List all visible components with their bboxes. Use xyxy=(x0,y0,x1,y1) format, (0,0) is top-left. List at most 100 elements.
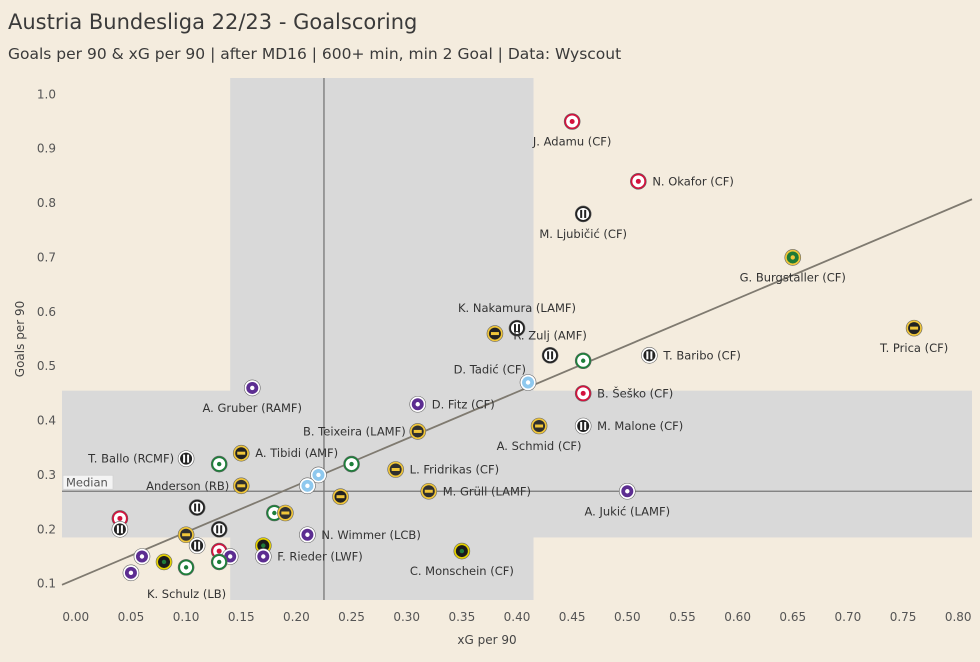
y-tick-label: 0.3 xyxy=(37,468,56,482)
y-tick-label: 0.6 xyxy=(37,305,56,319)
y-tick-label: 0.5 xyxy=(37,359,56,373)
badge-sun xyxy=(117,515,123,521)
point-label: A. Tibidi (AMF) xyxy=(255,446,338,460)
club-badge-marker xyxy=(563,113,581,130)
badge-fill xyxy=(577,420,590,432)
point-label: A. Gruber (RAMF) xyxy=(202,401,302,415)
x-tick-label: 0.70 xyxy=(835,610,862,624)
badge-center xyxy=(161,559,167,565)
club-badge-marker xyxy=(277,504,294,522)
point-label: D. Tadić (CF) xyxy=(454,363,526,377)
x-tick-label: 0.10 xyxy=(173,610,200,624)
point-label: M. Ljubičić (CF) xyxy=(539,227,627,241)
club-badge-marker xyxy=(519,374,537,391)
badge-center xyxy=(216,461,222,467)
club-badge-marker xyxy=(155,553,173,571)
club-badge-marker xyxy=(630,173,647,190)
point-label: L. Fridrikas (CF) xyxy=(410,463,499,477)
x-tick-label: 0.25 xyxy=(338,610,365,624)
club-badge-marker xyxy=(133,548,151,565)
club-badge-marker xyxy=(310,466,327,484)
club-badge-marker xyxy=(188,537,206,554)
badge-stripe xyxy=(116,525,119,534)
badge-stripe xyxy=(547,351,550,360)
y-tick-label: 0.8 xyxy=(37,196,56,210)
badge-fill xyxy=(577,207,590,220)
club-badge-marker xyxy=(210,455,228,473)
club-badge-marker xyxy=(508,319,526,337)
badge-stripe xyxy=(194,503,197,512)
y-tick-label: 0.9 xyxy=(37,142,56,156)
badge-fill xyxy=(191,539,204,552)
badge-stripe xyxy=(580,422,583,430)
point-label: C. Monschein (CF) xyxy=(410,564,514,578)
badge-fill xyxy=(113,523,126,536)
point-label: B. Šeško (CF) xyxy=(597,385,673,400)
club-badge-marker xyxy=(541,347,559,364)
club-badge-marker xyxy=(387,461,404,478)
badge-band xyxy=(413,429,422,433)
badge-stripe xyxy=(584,209,587,218)
club-badge-marker xyxy=(784,249,802,266)
badge-stripe xyxy=(183,454,186,463)
badge-stripe xyxy=(194,541,197,550)
point-label: T. Prica (CF) xyxy=(879,341,948,355)
y-tick-label: 0.7 xyxy=(37,250,56,264)
y-tick-label: 0.4 xyxy=(37,414,56,428)
badge-center xyxy=(261,554,266,559)
club-badge-marker xyxy=(243,379,261,397)
x-tick-label: 0.20 xyxy=(283,610,310,624)
club-badge-marker xyxy=(905,319,923,337)
club-badge-marker xyxy=(574,417,592,435)
badge-stripe xyxy=(518,324,520,333)
badge-sun xyxy=(580,390,586,396)
points-layer xyxy=(111,113,923,582)
badge-stripe xyxy=(120,525,123,534)
badge-band xyxy=(237,484,246,488)
badge-center xyxy=(228,554,233,559)
badge-center xyxy=(183,565,189,570)
badge-band xyxy=(182,533,191,537)
club-badge-marker xyxy=(574,385,592,402)
club-badge-marker xyxy=(255,548,272,565)
x-tick-label: 0.60 xyxy=(724,610,751,624)
point-label: N. Okafor (CF) xyxy=(652,174,734,188)
badge-band xyxy=(281,511,290,515)
point-label: K. Schulz (LB) xyxy=(147,587,226,601)
badge-fill xyxy=(180,452,193,465)
point-label: T. Baribo (CF) xyxy=(662,348,740,362)
club-badge-marker xyxy=(210,553,228,571)
badge-sun xyxy=(635,178,641,184)
badge-center xyxy=(316,472,321,478)
y-axis-title: Goals per 90 xyxy=(13,301,27,377)
x-axis-title: xG per 90 xyxy=(457,633,516,647)
point-label: B. Teixeira (LAMF) xyxy=(303,424,406,438)
club-badge-marker xyxy=(332,488,349,505)
badge-center xyxy=(305,532,310,537)
badge-center xyxy=(790,255,795,260)
club-badge-marker xyxy=(299,526,316,544)
badge-stripe xyxy=(650,351,653,360)
point-label: T. Ballo (RCMF) xyxy=(87,452,174,466)
badge-stripe xyxy=(580,209,583,218)
badge-center xyxy=(128,570,134,576)
club-badge-marker xyxy=(122,564,140,582)
club-badge-marker xyxy=(453,542,471,560)
badge-stripe xyxy=(216,525,219,534)
point-label: M. Malone (CF) xyxy=(597,419,683,433)
x-tick-label: 0.15 xyxy=(228,610,255,624)
median-label: Median xyxy=(66,475,108,489)
badge-stripe xyxy=(551,351,554,360)
club-badge-marker xyxy=(343,455,360,473)
badge-band xyxy=(391,468,400,471)
point-label: K. Nakamura (LAMF) xyxy=(458,301,576,315)
point-label: D. Fitz (CF) xyxy=(432,397,495,411)
badge-stripe xyxy=(220,525,223,534)
x-tick-label: 0.05 xyxy=(118,610,145,624)
club-badge-marker xyxy=(574,352,592,370)
chart-title: Austria Bundesliga 22/23 - Goalscoring xyxy=(8,10,418,34)
badge-center xyxy=(139,554,145,559)
badge-center xyxy=(305,483,310,489)
badge-fill xyxy=(191,501,204,514)
badge-center xyxy=(580,358,586,363)
